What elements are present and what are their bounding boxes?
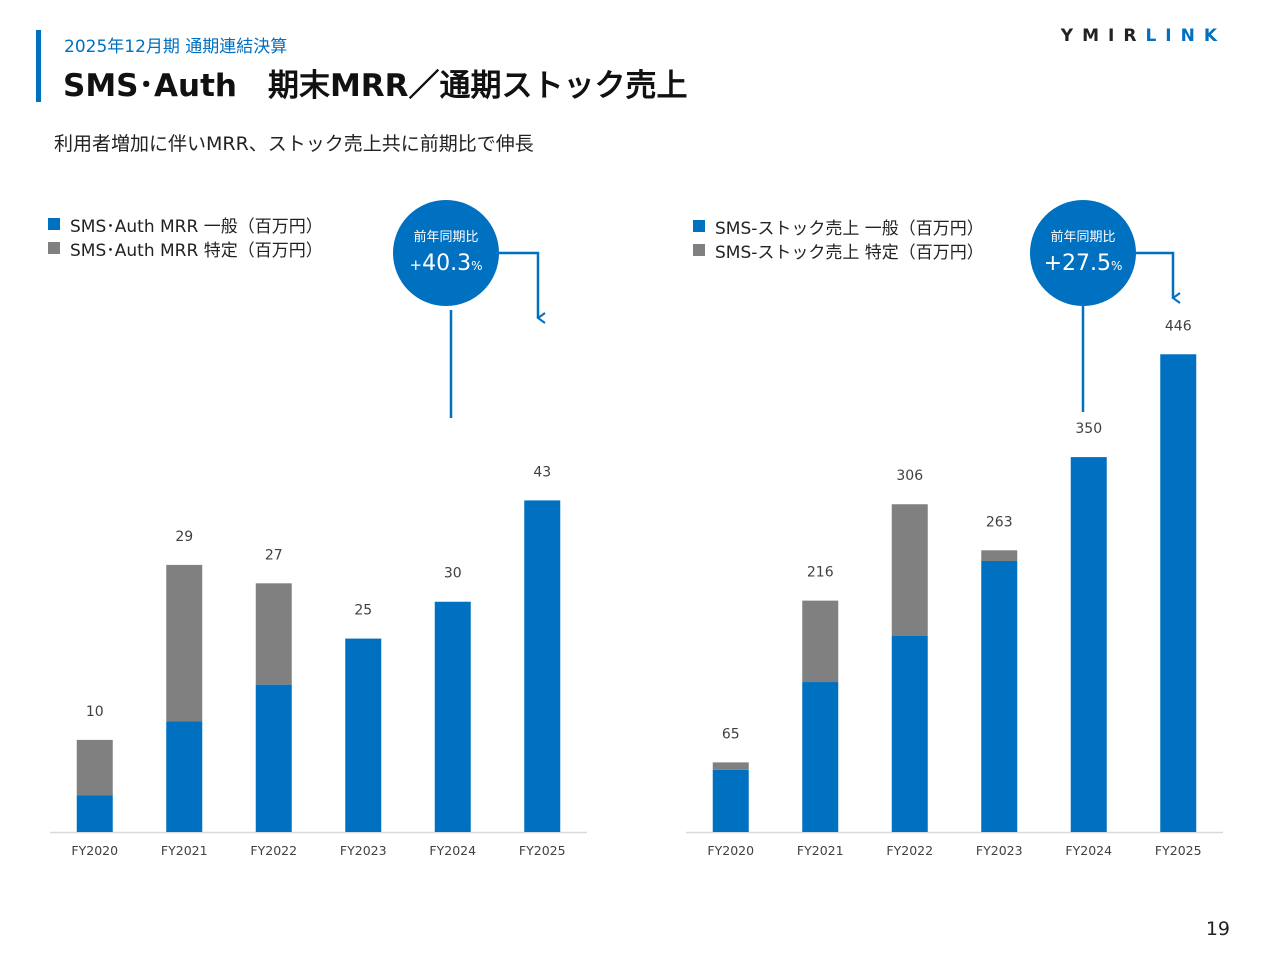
legend-swatch-gray — [48, 242, 60, 254]
lead-text: 利用者増加に伴いMRR、ストック売上共に前期比で伸長 — [54, 133, 534, 155]
bar-segment — [981, 561, 1018, 832]
total-label: 27 — [265, 547, 283, 563]
x-tick-label: FY2021 — [797, 843, 844, 858]
legend-label: SMS-ストック売上 一般（百万円） — [715, 218, 984, 239]
page-number: 19 — [1205, 918, 1230, 940]
bar-segment — [76, 739, 113, 796]
x-tick-label: FY2023 — [976, 843, 1023, 858]
page-title: SMS･Auth 期末MRR／通期ストック売上 — [63, 68, 688, 104]
total-label: 10 — [86, 704, 104, 720]
mrr-chart: 10 FY2020 29 FY2021 27 FY2022 25 FY2023 30 FY2024… — [50, 464, 587, 858]
x-tick-label: FY2025 — [1155, 843, 1202, 858]
bar-segment — [434, 601, 471, 832]
total-label: 30 — [444, 566, 462, 582]
callout-value: +40.3% — [410, 251, 483, 276]
logo-text-dark: YMIR — [1060, 26, 1146, 46]
legend-item-specific: SMS･Auth MRR 特定（百万円） — [48, 236, 323, 261]
x-tick-label: FY2024 — [429, 843, 476, 858]
logo-text-blue: LINK — [1145, 26, 1226, 46]
page-subtitle: 2025年12月期 通期連結決算 — [64, 37, 288, 57]
callout-label: 前年同期比 — [413, 229, 478, 245]
legend-swatch-blue — [48, 218, 60, 230]
bar-segment — [166, 564, 203, 722]
total-label: 306 — [896, 468, 923, 484]
bar-segment — [981, 550, 1018, 562]
total-label: 43 — [533, 464, 551, 480]
total-label: 65 — [722, 726, 740, 742]
legend-right: SMS-ストック売上 一般（百万円） SMS-ストック売上 特定（百万円） — [693, 214, 984, 263]
bar-segment — [76, 795, 113, 832]
legend-swatch-gray — [693, 244, 705, 256]
total-label: 446 — [1165, 318, 1192, 334]
x-tick-label: FY2023 — [340, 843, 387, 858]
total-label: 216 — [807, 565, 834, 581]
bar-segment — [712, 762, 749, 770]
legend-item-specific: SMS-ストック売上 特定（百万円） — [693, 238, 984, 263]
yoy-callout-right: 前年同期比 +27.5% — [1030, 200, 1181, 412]
stock-sales-chart: 65 FY2020 216 FY2021 306 FY2022 263 FY2023 350 FY… — [686, 318, 1223, 858]
total-label: 29 — [175, 529, 193, 545]
x-tick-label: FY2022 — [250, 843, 297, 858]
legend-item-general: SMS･Auth MRR 一般（百万円） — [48, 212, 323, 237]
legend-swatch-blue — [693, 220, 705, 232]
legend-label: SMS･Auth MRR 特定（百万円） — [70, 240, 323, 261]
total-label: 350 — [1075, 421, 1102, 437]
bar-segment — [1070, 457, 1107, 832]
total-label: 25 — [354, 603, 372, 619]
bar-segment — [524, 500, 561, 832]
x-tick-label: FY2020 — [707, 843, 754, 858]
bar-segment — [255, 583, 292, 685]
legend-label: SMS-ストック売上 特定（百万円） — [715, 242, 984, 263]
yoy-callout-left: 前年同期比 +40.3% — [393, 200, 546, 418]
bar-segment — [802, 600, 839, 683]
callout-circle — [1030, 200, 1136, 306]
callout-arrow — [490, 251, 546, 324]
bar-segment — [345, 638, 382, 832]
callout-label: 前年同期比 — [1050, 229, 1115, 245]
bar-segment — [712, 769, 749, 832]
bar-segment — [255, 684, 292, 832]
x-tick-label: FY2024 — [1065, 843, 1112, 858]
x-tick-label: FY2025 — [519, 843, 566, 858]
callout-circle — [393, 200, 499, 306]
bar-segment — [1160, 354, 1197, 832]
legend-label: SMS･Auth MRR 一般（百万円） — [70, 216, 323, 237]
legend-left: SMS･Auth MRR 一般（百万円） SMS･Auth MRR 特定（百万円… — [48, 212, 323, 261]
bar-segment — [891, 635, 928, 832]
callout-value: +27.5% — [1044, 251, 1123, 276]
callout-arrow — [1125, 251, 1181, 304]
bar-segment — [891, 504, 928, 636]
x-tick-label: FY2020 — [71, 843, 118, 858]
x-tick-label: FY2022 — [886, 843, 933, 858]
title-accent-bar — [36, 30, 41, 102]
bar-segment — [166, 721, 203, 832]
x-tick-label: FY2021 — [161, 843, 208, 858]
legend-item-general: SMS-ストック売上 一般（百万円） — [693, 214, 984, 239]
bar-segment — [802, 682, 839, 832]
total-label: 263 — [986, 514, 1013, 530]
company-logo: YMIRLINK — [1061, 26, 1226, 46]
